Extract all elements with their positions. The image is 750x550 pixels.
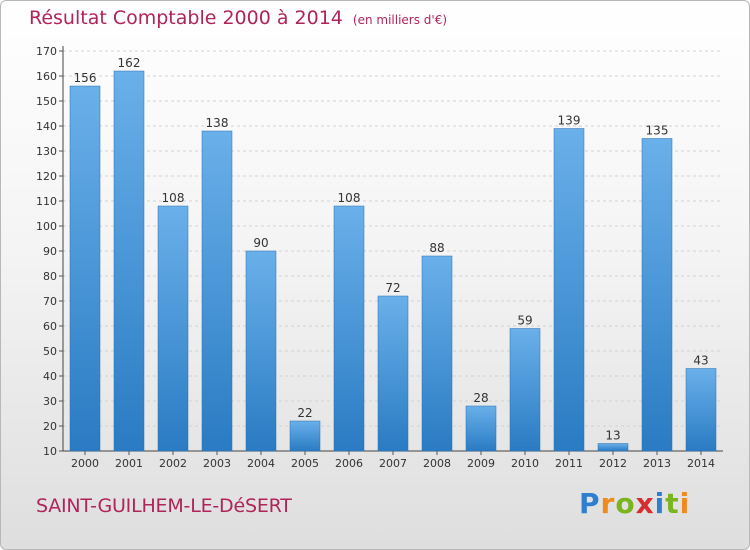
proxiti-logo: Proxiti (579, 487, 690, 520)
y-tick-label: 170 (36, 45, 57, 58)
bar-2013 (641, 138, 673, 452)
bar-2008 (421, 255, 453, 452)
y-tick-label: 120 (36, 170, 57, 183)
x-tick-label-2013: 2013 (643, 457, 671, 470)
bar-2011 (553, 128, 585, 452)
y-tick-label: 40 (43, 370, 57, 383)
logo-letter: o (615, 487, 636, 520)
logo-letter: i (679, 487, 691, 520)
data-label-2002: 108 (162, 191, 185, 205)
x-tick-label-2001: 2001 (115, 457, 143, 470)
y-tick-label: 130 (36, 145, 57, 158)
data-label-2011: 139 (558, 114, 581, 128)
data-label-2007: 72 (385, 281, 400, 295)
data-label-2010: 59 (517, 314, 532, 328)
data-label-2012: 13 (605, 429, 620, 443)
data-label-2001: 162 (118, 56, 141, 70)
data-label-2000: 156 (74, 71, 97, 85)
y-tick-label: 110 (36, 195, 57, 208)
bar-2005 (289, 420, 321, 452)
x-tick-label-2009: 2009 (467, 457, 495, 470)
data-label-2014: 43 (693, 354, 708, 368)
chart-unit: (en milliers d'€) (352, 13, 448, 27)
y-tick-label: 140 (36, 120, 57, 133)
x-tick-label-2002: 2002 (159, 457, 187, 470)
bar-2001 (113, 70, 145, 452)
data-label-2013: 135 (646, 124, 669, 138)
data-label-2009: 28 (473, 391, 488, 405)
y-tick-label: 10 (43, 445, 57, 458)
logo-letter: r (600, 487, 616, 520)
x-tick-label-2012: 2012 (599, 457, 627, 470)
y-tick-label: 20 (43, 420, 57, 433)
logo-letter: P (579, 487, 601, 520)
data-label-2004: 90 (253, 236, 268, 250)
x-tick-label-2000: 2000 (71, 457, 99, 470)
x-tick-label-2005: 2005 (291, 457, 319, 470)
bar-2004 (245, 250, 277, 452)
bar-2007 (377, 295, 409, 452)
y-tick-label: 160 (36, 70, 57, 83)
bar-2006 (333, 205, 365, 452)
x-tick-label-2008: 2008 (423, 457, 451, 470)
bar-2012 (597, 443, 629, 452)
city-name: SAINT-GUILHEM-LE-DéSERT (36, 495, 292, 517)
data-label-2006: 108 (338, 191, 361, 205)
bar-2014 (685, 368, 717, 452)
x-tick-label-2004: 2004 (247, 457, 275, 470)
bar-2000 (69, 85, 101, 452)
x-tick-label-2003: 2003 (203, 457, 231, 470)
chart-title-text: Résultat Comptable 2000 à 2014 (29, 7, 343, 29)
x-tick-label-2006: 2006 (335, 457, 363, 470)
x-tick-label-2011: 2011 (555, 457, 583, 470)
bar-2009 (465, 405, 497, 452)
y-tick-label: 30 (43, 395, 57, 408)
chart-title: Résultat Comptable 2000 à 2014 (en millie… (29, 7, 447, 29)
bar-2002 (157, 205, 189, 452)
y-tick-label: 50 (43, 345, 57, 358)
logo-letter: t (665, 487, 680, 520)
y-tick-label: 100 (36, 220, 57, 233)
x-tick-label-2014: 2014 (687, 457, 715, 470)
y-tick-label: 60 (43, 320, 57, 333)
data-label-2008: 88 (429, 241, 444, 255)
bar-2010 (509, 328, 541, 452)
x-tick-label-2010: 2010 (511, 457, 539, 470)
y-tick-label: 90 (43, 245, 57, 258)
logo-letter: i (654, 487, 666, 520)
data-label-2003: 138 (206, 116, 229, 130)
logo-letter: x (635, 487, 655, 520)
y-tick-label: 150 (36, 95, 57, 108)
bar-2003 (201, 130, 233, 452)
y-tick-label: 70 (43, 295, 57, 308)
x-tick-label-2007: 2007 (379, 457, 407, 470)
data-label-2005: 22 (297, 406, 312, 420)
y-tick-label: 80 (43, 270, 57, 283)
